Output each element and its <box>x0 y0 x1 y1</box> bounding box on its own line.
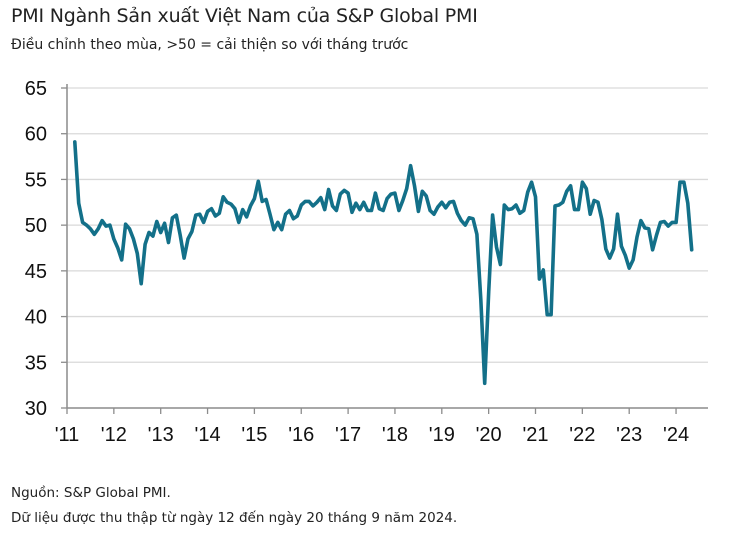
x-tick-label: '14 <box>195 424 221 446</box>
y-axis-labels: 30 35 40 45 50 55 60 65 <box>25 78 47 420</box>
y-tick-label: 35 <box>25 352 47 374</box>
x-tick-label: '19 <box>429 424 455 446</box>
x-tick-label: '22 <box>569 424 595 446</box>
y-tick-label: 55 <box>25 169 47 191</box>
data-collection-note: Dữ liệu được thu thập từ ngày 12 đến ngà… <box>11 510 458 526</box>
x-tick-label: '20 <box>476 424 502 446</box>
x-tick-label: '12 <box>101 424 127 446</box>
x-tick-label: '23 <box>616 424 642 446</box>
x-tick-label: '16 <box>288 424 314 446</box>
series-line-pmi <box>73 140 694 386</box>
y-tick-label: 40 <box>25 307 47 329</box>
x-tick-label: '18 <box>382 424 408 446</box>
x-tick-label: '15 <box>241 424 267 446</box>
x-tick-label: '13 <box>148 424 174 446</box>
x-tick-label: '17 <box>335 424 361 446</box>
y-tick-label: 50 <box>25 215 47 237</box>
x-tick-label: '24 <box>663 424 689 446</box>
y-tick-label: 65 <box>25 78 47 100</box>
gridlines <box>67 87 708 363</box>
x-tick-label: '21 <box>522 424 548 446</box>
axes <box>61 84 708 414</box>
y-tick-label: 30 <box>25 398 47 420</box>
series-group <box>73 140 694 386</box>
y-tick-label: 60 <box>25 124 47 146</box>
x-axis-labels: '11 '12 '13 '14 '15 '16 '17 '18 '19 '20 '21 '22 '23 '… <box>55 424 689 446</box>
x-tick-label: '11 <box>55 424 80 446</box>
chart-title: PMI Ngành Sản xuất Việt Nam của S&P Glob… <box>11 5 478 27</box>
source-note: Nguồn: S&P Global PMI. <box>11 485 171 501</box>
chart-subtitle: Điều chỉnh theo mùa, >50 = cải thiện so … <box>11 37 409 53</box>
y-tick-label: 45 <box>25 261 47 283</box>
